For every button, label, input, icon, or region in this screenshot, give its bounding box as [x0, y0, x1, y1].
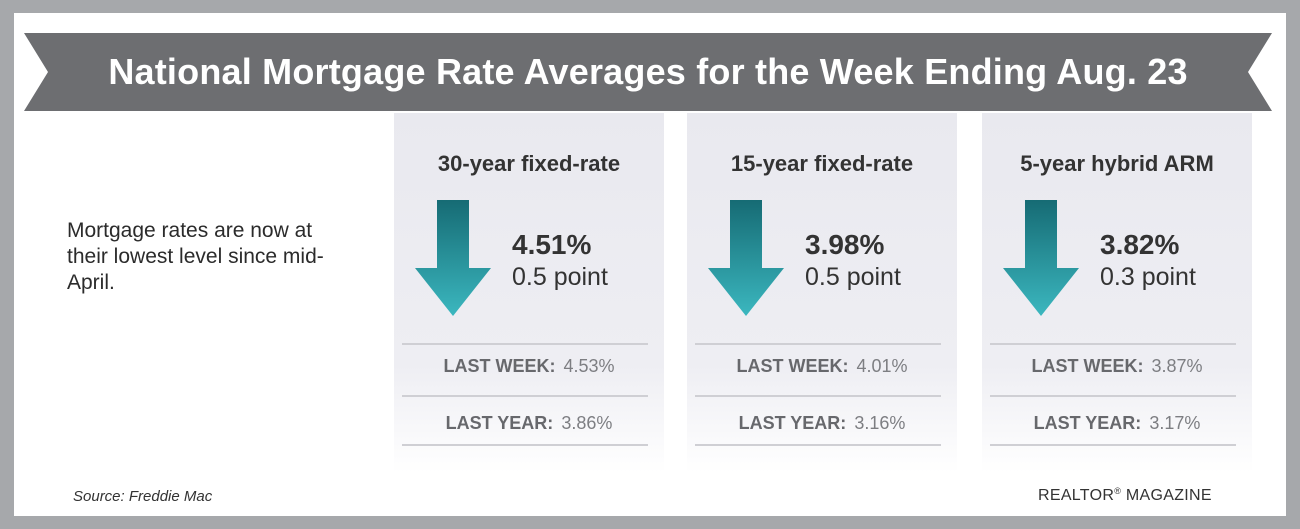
rate-change: 0.5 point [512, 263, 608, 291]
last-week-row: LAST WEEK: 3.87% [982, 356, 1252, 377]
last-week-label: LAST WEEK: [443, 356, 556, 376]
panel-title: 15-year fixed-rate [730, 151, 914, 176]
last-year-label: LAST YEAR: [1033, 413, 1142, 433]
divider [402, 395, 648, 397]
last-week-value: 4.53% [563, 356, 615, 376]
last-week-label: LAST WEEK: [736, 356, 849, 376]
divider [990, 395, 1236, 397]
brand-logo: REALTOR® MAGAZINE [1038, 486, 1212, 505]
last-week-value: 4.01% [856, 356, 908, 376]
brand-name: REALTOR [1038, 487, 1115, 504]
panel-title: 5-year hybrid ARM [1020, 151, 1214, 176]
divider [695, 343, 941, 345]
divider [402, 343, 648, 345]
last-week-value: 3.87% [1151, 356, 1203, 376]
intro-text: Mortgage rates are now at their lowest l… [67, 219, 324, 294]
last-year-value: 3.86% [561, 413, 613, 433]
divider [695, 444, 941, 446]
last-year-label: LAST YEAR: [445, 413, 554, 433]
rate-change: 0.5 point [805, 263, 901, 291]
current-rate: 3.98% [805, 229, 885, 260]
title-banner: National Mortgage Rate Averages for the … [24, 33, 1272, 111]
registered-mark: ® [1114, 486, 1122, 496]
current-rate: 4.51% [512, 229, 592, 260]
rate-panel-15-year: 15-year fixed-rate 3.98% 0.5 point LAST … [687, 113, 957, 473]
divider [695, 395, 941, 397]
last-year-value: 3.16% [854, 413, 906, 433]
last-year-label: LAST YEAR: [738, 413, 847, 433]
rate-panel-30-year: 30-year fixed-rate 4.51% 0.5 point LAST … [394, 113, 664, 473]
banner-ribbon [24, 33, 1272, 111]
divider [990, 444, 1236, 446]
down-arrow-icon [415, 200, 491, 316]
divider [402, 444, 648, 446]
last-year-row: LAST YEAR: 3.86% [394, 413, 664, 434]
page-title: National Mortgage Rate Averages for the … [108, 51, 1188, 92]
last-year-row: LAST YEAR: 3.17% [982, 413, 1252, 434]
last-year-value: 3.17% [1149, 413, 1201, 433]
rate-panel-5-year-arm: 5-year hybrid ARM 3.82% 0.3 point LAST W… [982, 113, 1252, 473]
divider [990, 343, 1236, 345]
current-rate: 3.82% [1100, 229, 1180, 260]
down-arrow-icon [708, 200, 784, 316]
last-year-row: LAST YEAR: 3.16% [687, 413, 957, 434]
down-arrow-icon [1003, 200, 1079, 316]
last-week-row: LAST WEEK: 4.01% [687, 356, 957, 377]
rate-change: 0.3 point [1100, 263, 1196, 291]
last-week-label: LAST WEEK: [1031, 356, 1144, 376]
brand-suffix: MAGAZINE [1121, 487, 1212, 504]
last-week-row: LAST WEEK: 4.53% [394, 356, 664, 377]
panel-title: 30-year fixed-rate [437, 151, 621, 176]
source-note: Source: Freddie Mac [73, 488, 213, 505]
